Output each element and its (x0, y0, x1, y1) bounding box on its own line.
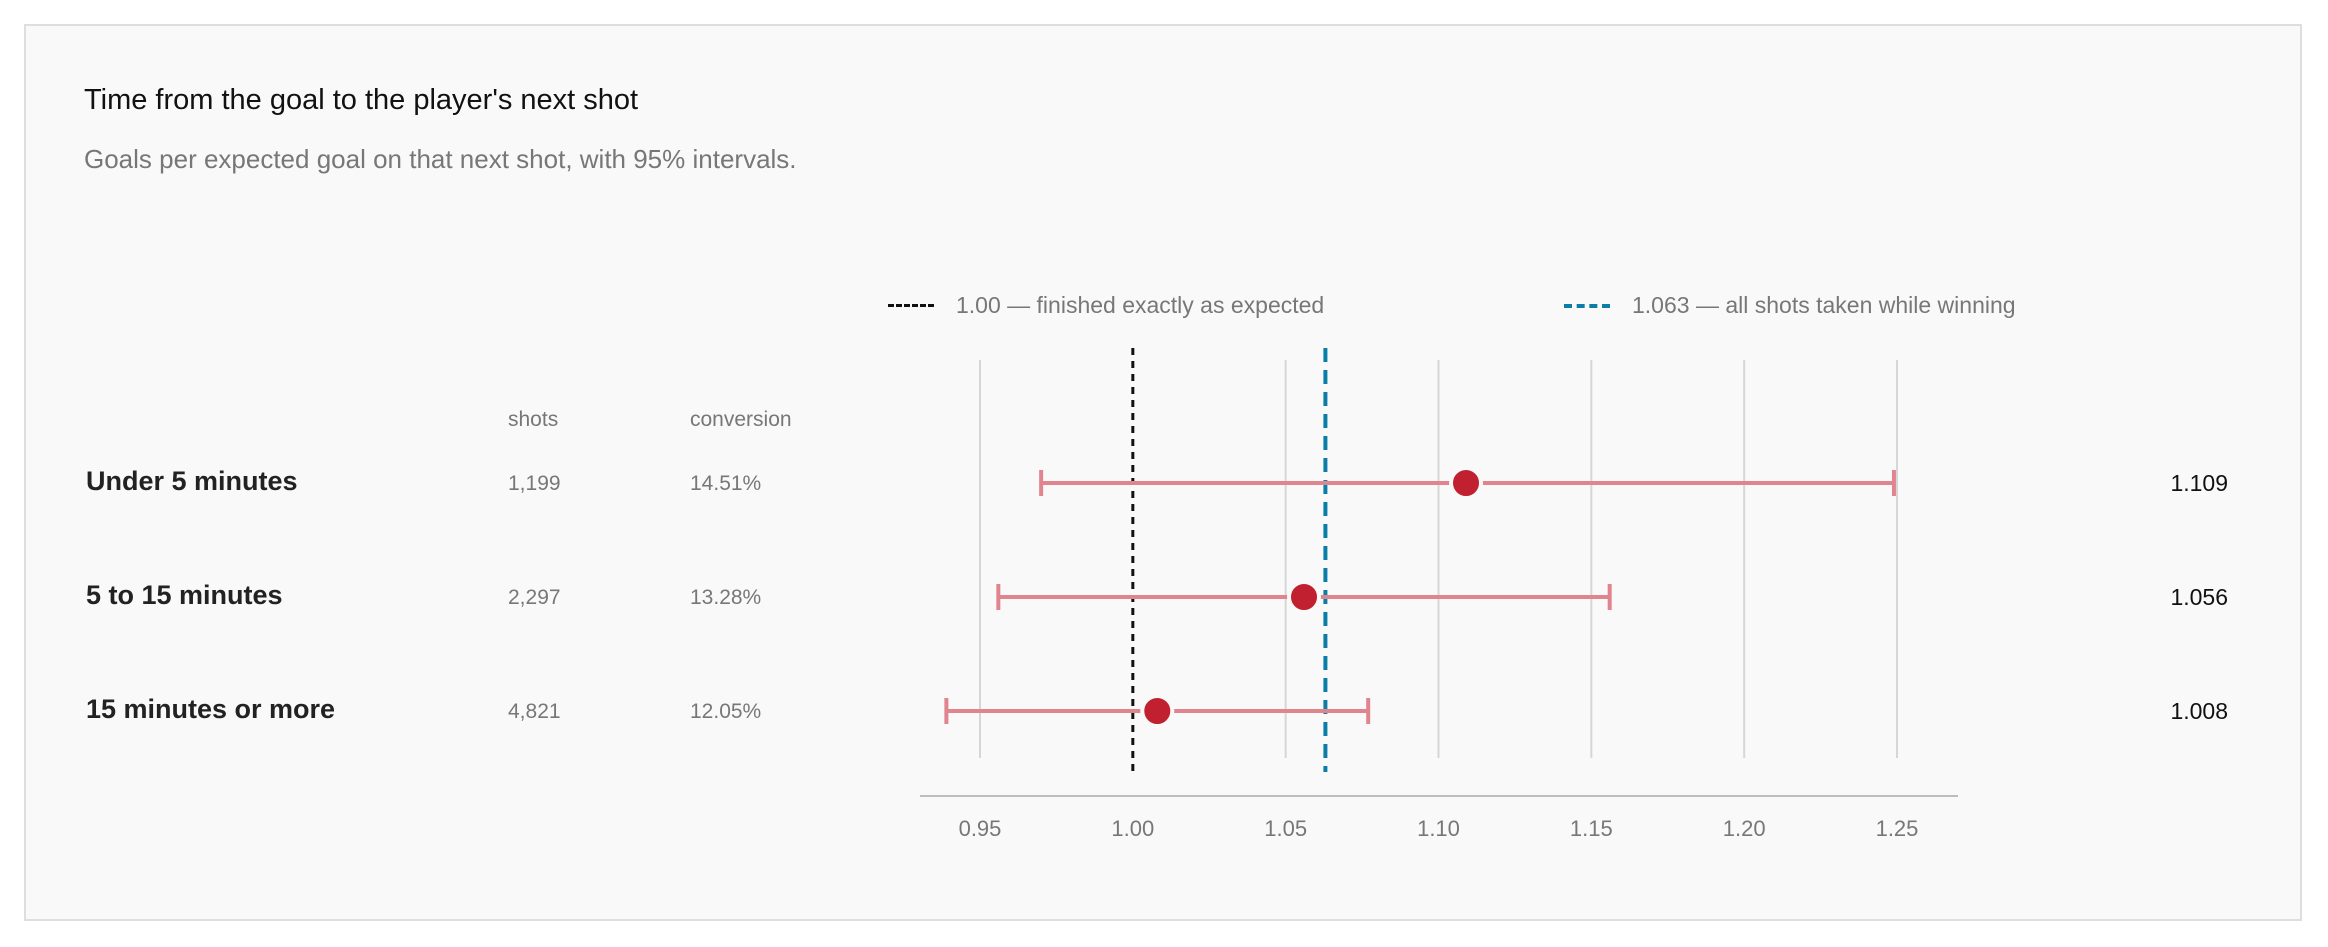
row-value: 1.109 (2170, 470, 2228, 496)
legend-label-winning: 1.063 — all shots taken while winning (1632, 292, 2016, 318)
row-value: 1.056 (2170, 584, 2228, 610)
row-label: Under 5 minutes (86, 466, 298, 496)
x-tick-label: 0.95 (959, 816, 1002, 841)
x-tick-label: 1.10 (1417, 816, 1460, 841)
row-value: 1.008 (2170, 698, 2228, 724)
x-tick-label: 1.20 (1723, 816, 1766, 841)
row-label: 5 to 15 minutes (86, 580, 283, 610)
chart-card (24, 24, 2302, 921)
column-header-conversion: conversion (690, 408, 792, 431)
estimate-point (1287, 580, 1322, 614)
x-tick-label: 1.25 (1876, 816, 1919, 841)
legend-item-baseline: 1.00 — finished exactly as expected (888, 292, 1324, 319)
legend-label-baseline: 1.00 — finished exactly as expected (956, 292, 1325, 318)
x-tick-label: 1.15 (1570, 816, 1613, 841)
short-dash-line-icon (888, 304, 934, 307)
x-tick-label: 1.05 (1264, 816, 1307, 841)
long-dash-line-icon (1564, 303, 1610, 308)
estimate-point (1449, 466, 1484, 500)
column-header-shots: shots (508, 408, 559, 431)
estimate-point (1140, 694, 1175, 728)
row-conversion: 13.28% (690, 586, 762, 609)
x-tick-label: 1.00 (1111, 816, 1154, 841)
chart-subtitle: Goals per expected goal on that next sho… (84, 144, 797, 174)
row-shots: 1,199 (508, 472, 561, 495)
row-shots: 2,297 (508, 586, 561, 609)
legend-item-winning: 1.063 — all shots taken while winning (1564, 292, 2016, 319)
row-conversion: 12.05% (690, 700, 762, 723)
row-conversion: 14.51% (690, 472, 762, 495)
row-shots: 4,821 (508, 700, 561, 723)
chart-title: Time from the goal to the player's next … (84, 84, 639, 116)
row-label: 15 minutes or more (86, 694, 336, 724)
